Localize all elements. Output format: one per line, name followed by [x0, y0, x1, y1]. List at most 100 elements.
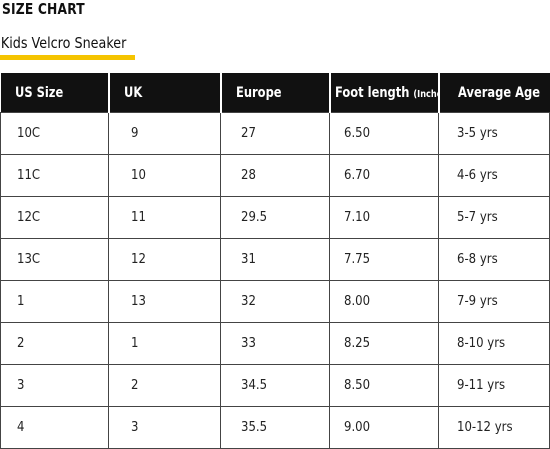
- cell-value: 8.00: [344, 294, 371, 309]
- average-age-cell: 9-11 yrs: [438, 364, 550, 407]
- column-header-europe: Europe: [219, 73, 330, 113]
- average-age-cell: 3-5 yrs: [438, 112, 550, 155]
- column-header-uk: UK: [107, 73, 221, 113]
- cell-value: 2: [131, 378, 139, 393]
- uk-size-cell: 9: [108, 112, 221, 155]
- europe-size-cell: 27: [220, 112, 330, 155]
- uk-size-cell: 1: [108, 322, 221, 365]
- column-header-average-age: Average Age: [437, 73, 550, 113]
- foot-length-cell: 7.10: [329, 196, 439, 239]
- cell-value: 27: [241, 126, 256, 141]
- us-size-cell: 2: [0, 322, 109, 365]
- cell-value: 1: [17, 294, 25, 309]
- cell-value: 2: [17, 336, 25, 351]
- average-age-cell: 5-7 yrs: [438, 196, 550, 239]
- cell-value: 35.5: [241, 420, 268, 435]
- cell-value: 7.10: [344, 210, 371, 225]
- foot-length-cell: 7.75: [329, 238, 439, 281]
- column-header-label: Foot length: [334, 84, 409, 101]
- table-body: 10C 9 27 6.50 3-5 yrs 11C 10 28 6.70 4-6 yrs 12C 11…: [0, 112, 550, 449]
- us-size-cell: 10C: [0, 112, 109, 155]
- column-header-label-group: Foot length (Inches): [335, 85, 439, 101]
- column-header-us-size: US Size: [0, 73, 109, 113]
- uk-size-cell: 2: [108, 364, 221, 407]
- cell-value: 8.25: [344, 336, 371, 351]
- subtitle-block: Kids Velcro Sneaker: [0, 33, 149, 61]
- column-header-label: Europe: [235, 84, 282, 101]
- cell-value: 5-7 yrs: [457, 210, 498, 225]
- europe-size-cell: 28: [220, 154, 330, 197]
- column-header-unit: (Inches): [412, 88, 439, 100]
- cell-value: 1: [131, 336, 139, 351]
- column-header-label: UK: [123, 84, 142, 101]
- table-row: 4 3 35.5 9.00 10-12 yrs: [0, 406, 550, 449]
- uk-size-cell: 11: [108, 196, 221, 239]
- cell-value: 3: [17, 378, 25, 393]
- table-row: 12C 11 29.5 7.10 5-7 yrs: [0, 196, 550, 239]
- cell-value: 8.50: [344, 378, 371, 393]
- cell-value: 13: [131, 294, 146, 309]
- uk-size-cell: 13: [108, 280, 221, 323]
- us-size-cell: 11C: [0, 154, 109, 197]
- cell-value: 3-5 yrs: [457, 126, 498, 141]
- uk-size-cell: 3: [108, 406, 221, 449]
- us-size-cell: 3: [0, 364, 109, 407]
- europe-size-cell: 34.5: [220, 364, 330, 407]
- cell-value: 12C: [17, 210, 41, 225]
- column-header-foot-length: Foot length (Inches): [328, 73, 439, 113]
- column-header-label: Average Age: [457, 84, 540, 101]
- cell-value: 33: [241, 336, 256, 351]
- us-size-cell: 13C: [0, 238, 109, 281]
- cell-value: 32: [241, 294, 256, 309]
- cell-value: 6-8 yrs: [457, 252, 498, 267]
- foot-length-cell: 6.70: [329, 154, 439, 197]
- cell-value: 7.75: [344, 252, 371, 267]
- table-header-row: US Size UK Europe Foot length (Inches) A…: [0, 73, 550, 113]
- cell-value: 12: [131, 252, 146, 267]
- cell-value: 7-9 yrs: [457, 294, 498, 309]
- cell-value: 34.5: [241, 378, 268, 393]
- cell-value: 9: [131, 126, 139, 141]
- europe-size-cell: 35.5: [220, 406, 330, 449]
- table-row: 11C 10 28 6.70 4-6 yrs: [0, 154, 550, 197]
- cell-value: 8-10 yrs: [457, 336, 506, 351]
- average-age-cell: 10-12 yrs: [438, 406, 550, 449]
- cell-value: 6.50: [344, 126, 371, 141]
- average-age-cell: 8-10 yrs: [438, 322, 550, 365]
- table-row: 10C 9 27 6.50 3-5 yrs: [0, 112, 550, 155]
- foot-length-cell: 8.50: [329, 364, 439, 407]
- cell-value: 13C: [17, 252, 41, 267]
- cell-value: 9-11 yrs: [457, 378, 506, 393]
- foot-length-cell: 8.25: [329, 322, 439, 365]
- us-size-cell: 1: [0, 280, 109, 323]
- europe-size-cell: 32: [220, 280, 330, 323]
- cell-value: 9.00: [344, 420, 371, 435]
- table-row: 1 13 32 8.00 7-9 yrs: [0, 280, 550, 323]
- us-size-cell: 12C: [0, 196, 109, 239]
- average-age-cell: 6-8 yrs: [438, 238, 550, 281]
- europe-size-cell: 33: [220, 322, 330, 365]
- cell-value: 3: [131, 420, 139, 435]
- column-header-label: US Size: [14, 84, 63, 101]
- table-row: 2 1 33 8.25 8-10 yrs: [0, 322, 550, 365]
- cell-value: 4: [17, 420, 25, 435]
- europe-size-cell: 29.5: [220, 196, 330, 239]
- product-subtitle: Kids Velcro Sneaker: [0, 34, 127, 52]
- uk-size-cell: 12: [108, 238, 221, 281]
- foot-length-cell: 8.00: [329, 280, 439, 323]
- page-title: SIZE CHART: [2, 0, 85, 18]
- foot-length-cell: 9.00: [329, 406, 439, 449]
- cell-value: 6.70: [344, 168, 371, 183]
- us-size-cell: 4: [0, 406, 109, 449]
- average-age-cell: 4-6 yrs: [438, 154, 550, 197]
- cell-value: 10: [131, 168, 146, 183]
- cell-value: 4-6 yrs: [457, 168, 498, 183]
- table-row: 13C 12 31 7.75 6-8 yrs: [0, 238, 550, 281]
- cell-value: 11C: [17, 168, 41, 183]
- table-row: 3 2 34.5 8.50 9-11 yrs: [0, 364, 550, 407]
- foot-length-cell: 6.50: [329, 112, 439, 155]
- cell-value: 31: [241, 252, 256, 267]
- cell-value: 28: [241, 168, 256, 183]
- uk-size-cell: 10: [108, 154, 221, 197]
- cell-value: 11: [131, 210, 146, 225]
